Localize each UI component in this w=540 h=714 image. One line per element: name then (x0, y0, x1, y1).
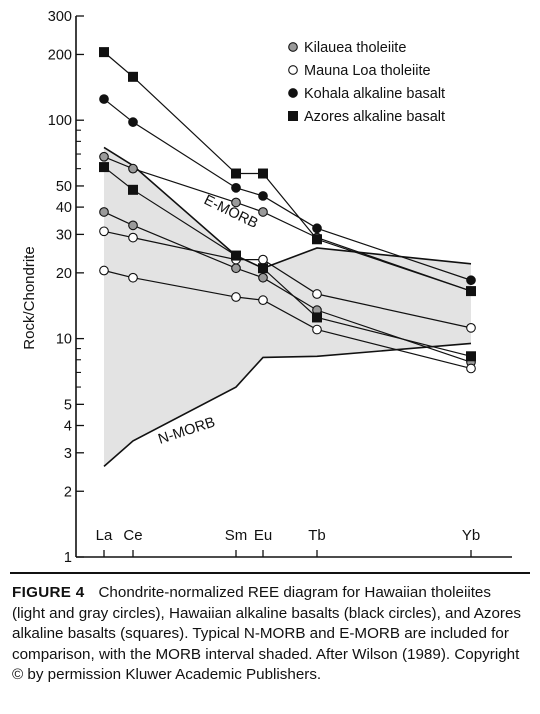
data-point (231, 168, 241, 179)
figure-caption: FIGURE 4 Chondrite-normalized REE diagram… (12, 583, 527, 686)
y-tick-label: 1 (64, 550, 72, 566)
caption-rule (10, 572, 530, 574)
legend-label: Mauna Loa tholeiite (304, 63, 431, 79)
data-point (99, 207, 109, 217)
data-point (466, 351, 476, 362)
data-point (231, 263, 241, 274)
x-tick-label: Eu (254, 527, 272, 544)
morb-interval-shading (104, 147, 471, 467)
legend-label: Kilauea tholeiite (304, 40, 406, 56)
e-morb-label: E-MORB (201, 192, 260, 232)
data-point (128, 163, 138, 174)
y-ticks: 1 2 3 4 5 10 20 30 40 50 100 200 300 (48, 9, 84, 566)
x-tick-label: Sm (225, 527, 248, 544)
n-morb-line (103, 342, 472, 467)
morb-band (104, 147, 471, 467)
data-point (466, 363, 476, 374)
data-point (99, 162, 109, 173)
data-point (128, 71, 138, 82)
y-tick-label: 20 (56, 266, 72, 282)
data-point (258, 272, 268, 283)
axes (75, 16, 512, 558)
legend: Kilauea tholeiite Mauna Loa tholeiite Koha… (288, 40, 445, 125)
data-point (99, 94, 109, 104)
sample-line (103, 211, 472, 363)
y-tick-label: 30 (56, 227, 72, 243)
data-point (312, 324, 322, 335)
legend-marker (288, 111, 298, 121)
x-ticks: La Ce Sm Eu Tb Yb (96, 527, 480, 557)
y-tick-label: 10 (56, 332, 72, 348)
y-tick-label: 4 (64, 419, 72, 435)
data-point (466, 323, 476, 333)
legend-marker (288, 88, 298, 98)
sample-line (103, 98, 472, 281)
y-tick-label: 40 (56, 200, 72, 216)
caption-label: FIGURE 4 (12, 584, 85, 601)
ree-diagram: 1 2 3 4 5 10 20 30 40 50 100 200 300 La Ce Sm Eu Tb Yb Ro… (21, 9, 512, 566)
x-tick-label: La (96, 527, 113, 544)
y-tick-label: 5 (64, 397, 72, 413)
x-tick-label: Ce (123, 527, 142, 544)
caption-text: Chondrite-normalized REE diagram for Haw… (12, 584, 521, 683)
data-point (128, 117, 138, 127)
y-tick-label: 2 (64, 484, 72, 500)
data-point (231, 197, 241, 208)
data-point (99, 265, 109, 276)
y-tick-label: 200 (48, 47, 72, 63)
data-point (99, 47, 109, 58)
y-tick-label: 100 (48, 113, 72, 129)
data-point (258, 168, 268, 179)
data-point (258, 295, 268, 305)
data-point (312, 223, 322, 234)
sample-line (103, 269, 472, 370)
data-point (258, 191, 268, 201)
sample-line (103, 230, 472, 329)
data-point (466, 286, 476, 297)
data-point (312, 312, 322, 323)
data-point (258, 263, 268, 274)
data-point (128, 232, 138, 243)
data-point (312, 234, 322, 245)
data-point (231, 292, 241, 302)
data-point (231, 250, 241, 261)
data-point (258, 254, 268, 265)
legend-marker (288, 65, 298, 75)
data-point (312, 289, 322, 299)
data-point (231, 183, 241, 193)
legend-label: Azores alkaline basalt (304, 109, 445, 125)
series-markers (99, 47, 476, 374)
data-point (258, 207, 268, 217)
x-tick-label: Yb (462, 527, 480, 544)
legend-label: Kohala alkaline basalt (304, 86, 445, 102)
y-axis-label: Rock/Chondrite (21, 246, 38, 349)
sample-line (103, 156, 472, 292)
series-lines (103, 51, 472, 370)
data-point (99, 151, 109, 162)
data-point (99, 226, 109, 237)
data-point (128, 184, 138, 195)
data-point (128, 220, 138, 231)
legend-marker (288, 42, 298, 52)
y-tick-label: 50 (56, 179, 72, 195)
y-tick-label: 3 (64, 446, 72, 462)
data-point (128, 272, 138, 283)
x-tick-label: Tb (308, 527, 326, 544)
data-point (466, 275, 476, 286)
y-tick-label: 300 (48, 9, 72, 25)
